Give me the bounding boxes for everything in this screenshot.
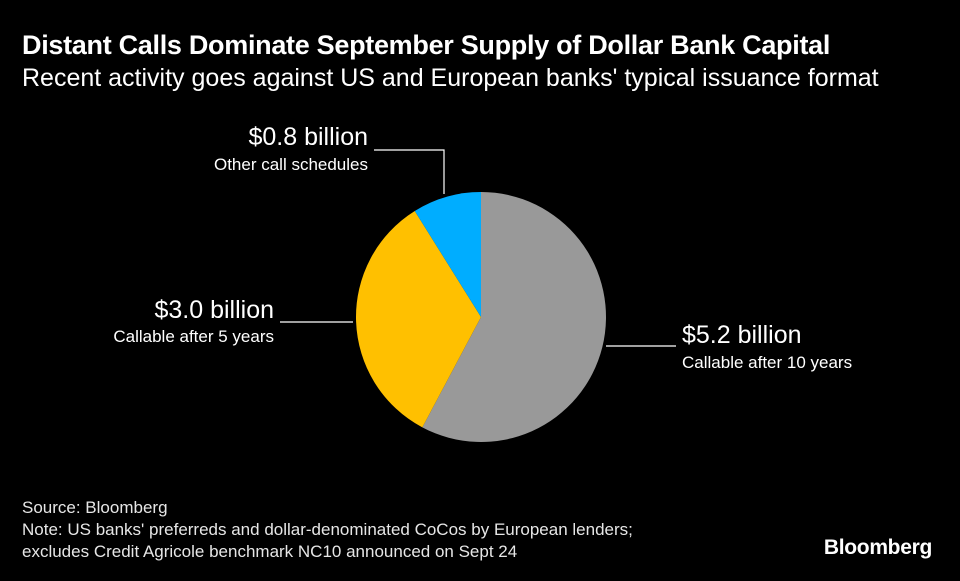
source-note: Source: Bloomberg <box>22 498 168 517</box>
slice-category-label: Callable after 10 years <box>682 353 852 372</box>
slice-category-label: Other call schedules <box>214 155 368 174</box>
slice-other-call-schedules <box>414 192 481 317</box>
slice-value-label: $0.8 billion <box>248 123 368 151</box>
chart-title: Distant Calls Dominate September Supply … <box>22 30 831 60</box>
bloomberg-logo: Bloomberg <box>823 536 932 559</box>
chart-subtitle: Recent activity goes against US and Euro… <box>22 64 879 92</box>
slice-callable-5-years <box>355 210 481 428</box>
slice-value-label: $3.0 billion <box>154 296 274 324</box>
slice-value-label: $5.2 billion <box>682 321 802 349</box>
leader-line <box>374 149 445 194</box>
note-line-2: excludes Credit Agricole benchmark NC10 … <box>22 542 518 561</box>
note-line-1: Note: US banks' preferreds and dollar-de… <box>22 520 633 539</box>
chart-footer: Source: Bloomberg Note: US banks' prefer… <box>22 497 633 563</box>
slice-category-label: Callable after 5 years <box>113 327 274 346</box>
slice-callable-10-years <box>422 192 607 442</box>
